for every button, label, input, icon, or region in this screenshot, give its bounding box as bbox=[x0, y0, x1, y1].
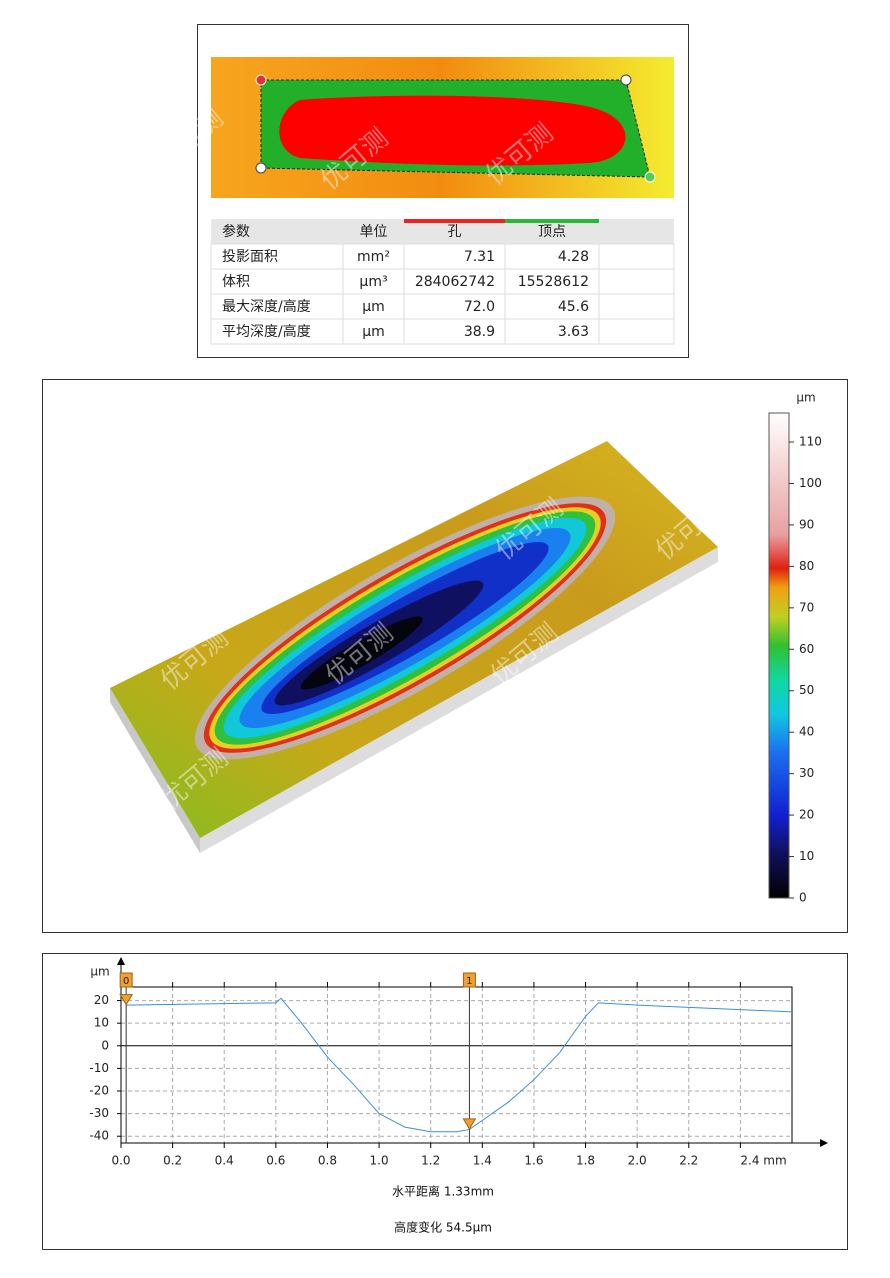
x-tick-label: 1.0 bbox=[370, 1154, 389, 1168]
y-tick-label: -20 bbox=[89, 1084, 109, 1098]
cell: μm bbox=[362, 299, 385, 315]
colorbar-tick-label: 60 bbox=[799, 642, 814, 656]
annotation: 水平距离 1.33mm bbox=[392, 1184, 494, 1199]
groove bbox=[194, 496, 616, 760]
header-cell: 参数 bbox=[222, 223, 250, 240]
y-tick-label: -40 bbox=[89, 1129, 109, 1143]
cell: 3.63 bbox=[558, 324, 589, 340]
header-cell: 孔 bbox=[448, 224, 462, 240]
x-tick-label: 0.4 bbox=[215, 1154, 234, 1168]
cursor-label: 0 bbox=[123, 976, 129, 987]
cell: mm² bbox=[357, 249, 390, 265]
cursor-tag bbox=[462, 972, 476, 988]
handle bbox=[255, 162, 267, 174]
colorbar-tick-label: 110 bbox=[799, 435, 822, 449]
y-tick-label: 0 bbox=[101, 1038, 109, 1052]
cell: 投影面积 bbox=[222, 249, 278, 265]
x-tick-label: 1.6 bbox=[524, 1154, 543, 1168]
cell: 7.31 bbox=[464, 249, 495, 265]
profile-panel bbox=[42, 953, 848, 1250]
colorbar-scale bbox=[768, 412, 790, 899]
cell: 15528612 bbox=[518, 274, 589, 290]
x-tick-label: 1.8 bbox=[576, 1154, 595, 1168]
cell: 72.0 bbox=[464, 299, 495, 315]
cursor-marker bbox=[462, 1118, 477, 1130]
x-tick-label: 0.2 bbox=[163, 1154, 182, 1168]
cell: 38.9 bbox=[464, 324, 495, 340]
colorbar-tick-label: 0 bbox=[799, 891, 807, 905]
row-bg bbox=[210, 268, 675, 295]
y-tick-label: 20 bbox=[94, 993, 109, 1007]
cell: 4.28 bbox=[558, 249, 589, 265]
cursor-marker bbox=[119, 994, 134, 1006]
y-tick-label: 10 bbox=[94, 1016, 109, 1030]
row-bg bbox=[210, 293, 675, 320]
plot-frame bbox=[120, 986, 793, 1144]
x-tick-label: 0.0 bbox=[111, 1154, 130, 1168]
cell: 平均深度/高度 bbox=[222, 323, 311, 340]
slab-side bbox=[110, 688, 200, 853]
x-tick-label: 2.4 mm bbox=[740, 1154, 786, 1168]
colorbar-tick-label: 30 bbox=[799, 766, 814, 780]
legend-bar bbox=[404, 219, 505, 223]
arrow-head bbox=[117, 957, 125, 965]
colorbar-tick-label: 10 bbox=[799, 849, 814, 863]
x-tick-label: 2.2 bbox=[679, 1154, 698, 1168]
colorbar-unit: μm bbox=[796, 391, 815, 405]
handle bbox=[255, 74, 267, 86]
handle bbox=[620, 74, 632, 86]
colorbar-tick-label: 80 bbox=[799, 559, 814, 573]
profile-line bbox=[126, 997, 793, 1133]
x-tick-label: 0.6 bbox=[266, 1154, 285, 1168]
row-bg bbox=[210, 243, 675, 270]
cursor-tag bbox=[119, 972, 133, 988]
cell: 284062742 bbox=[415, 274, 495, 290]
row-bg bbox=[210, 318, 675, 345]
annotation: 高度变化 54.5μm bbox=[394, 1220, 492, 1235]
cell: μm bbox=[362, 324, 385, 340]
arrow-head bbox=[820, 1139, 828, 1147]
x-tick-label: 1.4 bbox=[473, 1154, 492, 1168]
y-tick-label: -30 bbox=[89, 1106, 109, 1120]
x-tick-label: 1.2 bbox=[421, 1154, 440, 1168]
cell: 45.6 bbox=[558, 299, 589, 315]
colorbar-tick-label: 90 bbox=[799, 517, 814, 531]
slab-side bbox=[200, 547, 718, 853]
x-tick-label: 2.0 bbox=[628, 1154, 647, 1168]
y-tick-label: -10 bbox=[89, 1061, 109, 1075]
colorbar-tick-label: 40 bbox=[799, 725, 814, 739]
header-bg bbox=[211, 219, 674, 244]
cell: 体积 bbox=[222, 274, 250, 290]
header-cell: 顶点 bbox=[538, 224, 566, 240]
cell: 最大深度/高度 bbox=[222, 298, 311, 315]
colorbar: μm 0 10 20 30 40 50 60 70 80 90 100 110 bbox=[768, 391, 822, 905]
colorbar-tick-label: 20 bbox=[799, 808, 814, 822]
colorbar-tick-label: 100 bbox=[799, 476, 822, 490]
header-cell: 单位 bbox=[360, 224, 388, 240]
colorbar-tick-label: 70 bbox=[799, 600, 814, 614]
cursor-label: 1 bbox=[466, 976, 472, 987]
region-hole bbox=[279, 95, 626, 166]
y-axis-label: μm bbox=[90, 965, 109, 979]
legend-bar bbox=[505, 219, 599, 223]
handle bbox=[644, 171, 656, 183]
colorbar-tick-label: 50 bbox=[799, 683, 814, 697]
x-tick-label: 0.8 bbox=[318, 1154, 337, 1168]
cell: μm³ bbox=[359, 274, 387, 290]
